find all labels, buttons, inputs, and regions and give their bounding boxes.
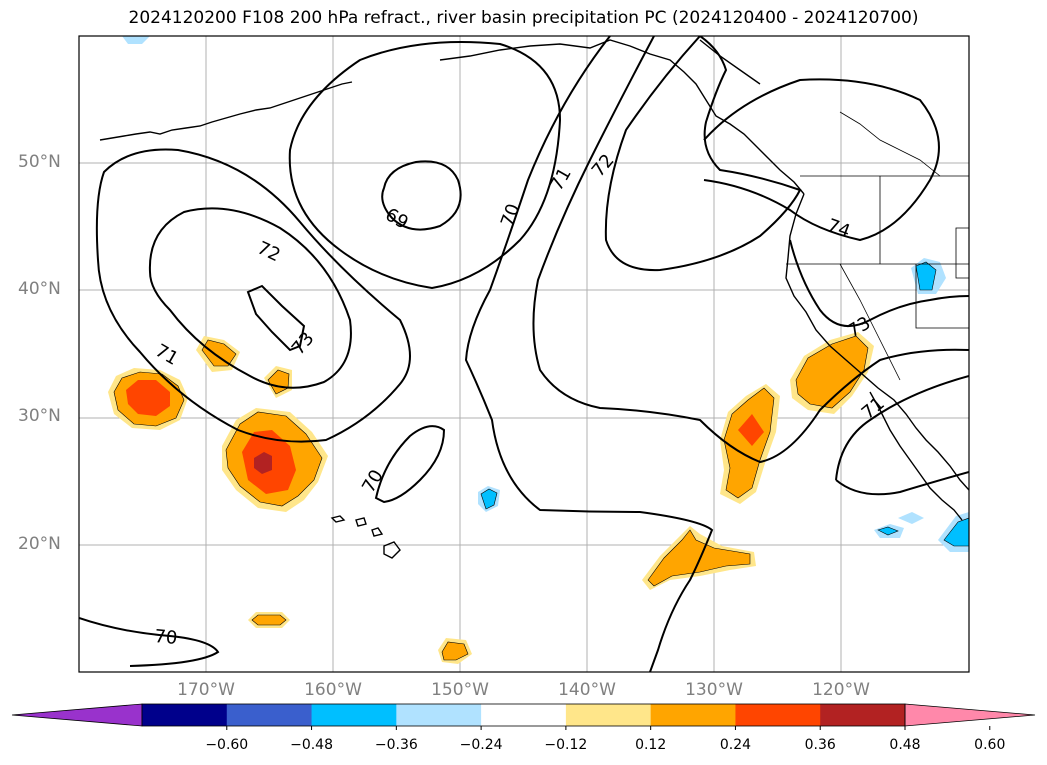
lon-label-150w: 150°W <box>431 680 489 700</box>
colorbar-tick-label: 0.24 <box>719 737 752 753</box>
refractivity-contours <box>79 36 969 672</box>
colorbar-tick-label: −0.60 <box>205 737 249 753</box>
colorbar-tick-label: −0.36 <box>374 737 418 753</box>
colorbar-segment <box>226 704 313 726</box>
colorbar-frame <box>141 703 906 727</box>
contour-label: 70 <box>154 626 179 649</box>
colorbar-tick-label: 0.60 <box>974 737 1006 753</box>
lat-label-50n: 50°N <box>18 152 61 172</box>
map-frame <box>78 35 970 673</box>
colorbar-tick-label: −0.24 <box>459 737 503 753</box>
colorbar-tick-label: −0.12 <box>544 737 588 753</box>
contour-label: 71 <box>546 164 576 194</box>
colorbar-segment <box>565 704 652 726</box>
colorbar-segment <box>396 704 482 726</box>
colorbar <box>11 703 1036 730</box>
colorbar-segment <box>481 704 567 726</box>
contour-label: 73 <box>288 328 319 359</box>
contour-label: 74 <box>824 215 853 243</box>
lat-label-30n: 30°N <box>18 406 61 426</box>
contour-label: 72 <box>254 237 284 266</box>
colorbar-tick-label: 0.12 <box>635 737 667 753</box>
colorbar-tick-label: −0.48 <box>290 737 333 753</box>
lat-label-40n: 40°N <box>18 279 61 299</box>
colorbar-tick-label: 0.36 <box>804 737 836 753</box>
lon-label-130w: 130°W <box>685 680 743 700</box>
borders <box>786 111 969 381</box>
colorbar-tick-label: 0.48 <box>889 737 921 753</box>
colorbar-extend-high <box>904 703 1036 727</box>
lon-label-170w: 170°W <box>177 680 235 700</box>
lon-label-120w: 120°W <box>812 680 870 700</box>
colorbar-segment <box>820 704 906 726</box>
colorbar-segment <box>142 704 228 726</box>
contour-label: 71 <box>152 340 182 370</box>
negative-precip-areas <box>122 36 969 552</box>
coastlines <box>99 39 969 559</box>
colorbar-segment <box>311 704 397 726</box>
colorbar-segment <box>650 704 736 726</box>
colorbar-segment <box>735 704 821 726</box>
contour-label: 70 <box>358 466 388 496</box>
lon-label-140w: 140°W <box>558 680 616 700</box>
colorbar-extend-low <box>11 703 143 727</box>
lon-label-160w: 160°W <box>304 680 362 700</box>
map-title: 2024120200 F108 200 hPa refract., river … <box>128 8 919 28</box>
lat-label-20n: 20°N <box>18 534 61 554</box>
